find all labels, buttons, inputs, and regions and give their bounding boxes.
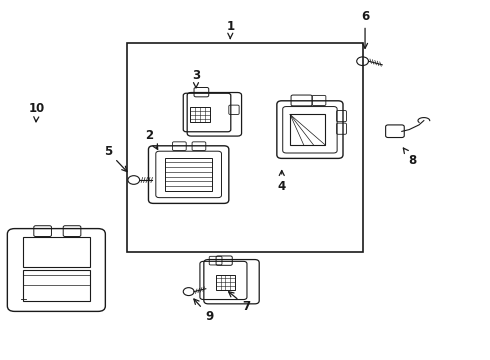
Bar: [23, 237, 90, 267]
Text: 9: 9: [194, 299, 213, 323]
Bar: [23, 270, 90, 301]
Bar: [216, 275, 235, 290]
Text: 10: 10: [28, 102, 45, 122]
Text: 2: 2: [146, 129, 158, 149]
Text: 4: 4: [278, 171, 286, 193]
Bar: [127, 43, 363, 252]
Text: 5: 5: [104, 145, 127, 172]
Text: 8: 8: [403, 148, 416, 167]
Text: 1: 1: [226, 20, 234, 39]
Bar: [190, 107, 210, 122]
Text: 6: 6: [361, 10, 369, 48]
Text: 3: 3: [192, 69, 200, 88]
Bar: [290, 114, 325, 145]
Bar: [165, 158, 212, 191]
Text: 7: 7: [229, 292, 250, 312]
